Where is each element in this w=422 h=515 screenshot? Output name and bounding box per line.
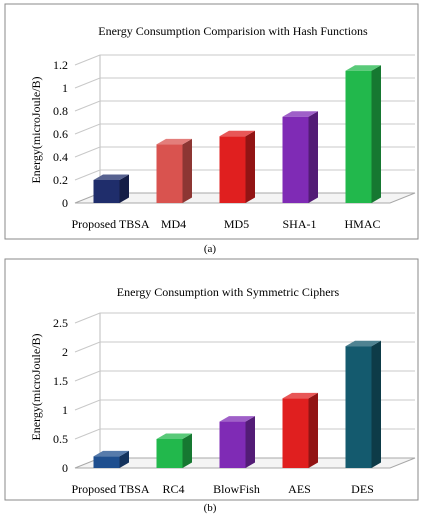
chart-a-title: Energy Consumption Comparision with Hash… xyxy=(98,24,368,38)
chart-a-bar-top xyxy=(345,65,381,71)
chart-b-gridline xyxy=(74,341,415,353)
chart-b-bar-front xyxy=(156,439,183,468)
chart-a-category-label: MD5 xyxy=(224,217,249,231)
chart-b-bar-top xyxy=(219,416,255,422)
chart-b-y-tick-label: 2 xyxy=(62,345,68,359)
chart-a-bar-front xyxy=(156,144,183,203)
chart-a-bar-front xyxy=(282,116,309,203)
chart-b-bar-side xyxy=(182,433,192,468)
chart-b-bar-side xyxy=(119,450,129,468)
chart-b-bar-front xyxy=(219,421,246,468)
chart-a-y-tick-label: 0.6 xyxy=(53,127,68,141)
chart-a-category-label: MD4 xyxy=(161,217,186,231)
chart-a-y-tick-label: 0.4 xyxy=(53,150,68,164)
chart-a-bar-side xyxy=(182,138,192,203)
chart-a-y-tick-label: 0.8 xyxy=(53,104,68,118)
chart-a-bar-front xyxy=(219,136,246,203)
chart-a-bar-top xyxy=(93,174,129,180)
chart-b-y-tick-label: 0 xyxy=(62,461,68,475)
chart-a-gridline xyxy=(74,54,415,66)
chart-b-gridline xyxy=(74,370,415,382)
chart-a-bar xyxy=(282,111,318,203)
chart-b-y-axis-label: Energy(microJoule/B) xyxy=(29,333,43,440)
chart-a-bar-side xyxy=(308,111,318,203)
chart-a-gridline xyxy=(74,77,415,89)
chart-a-category-label: Proposed TBSA xyxy=(71,217,149,231)
chart-a-category-label: SHA-1 xyxy=(282,217,316,231)
chart-a-gridline xyxy=(74,100,415,112)
chart-b-bar-front xyxy=(282,398,309,468)
chart-a-bar-top xyxy=(282,111,318,117)
chart-b-bar-side xyxy=(308,392,318,468)
chart-a-bar-side xyxy=(371,65,381,203)
chart-b-category-label: RC4 xyxy=(162,482,184,496)
chart-b-caption: (b) xyxy=(204,502,217,514)
chart-a-bar xyxy=(345,65,381,203)
chart-b-bar-top xyxy=(345,340,381,347)
chart-a-bar-side xyxy=(245,130,255,203)
chart-a-y-axis-label: Energy(microJoule/B) xyxy=(29,76,43,183)
chart-a-bar-front xyxy=(93,180,120,203)
chart-a-plot-area: 0 0.2 0.4 0.6 0.8 1 1.2 Proposed TBSA MD4 MD5 SHA-… xyxy=(53,54,416,231)
chart-a-caption: (a) xyxy=(204,243,217,255)
chart-b-bar-top xyxy=(156,433,192,439)
chart-b-bar xyxy=(93,450,129,468)
chart-a-bar xyxy=(93,174,129,203)
chart-b-y-tick-label: 2.5 xyxy=(53,316,68,330)
chart-b-bar-side xyxy=(371,340,381,468)
chart-a-y-tick-label: 0.2 xyxy=(53,173,68,187)
chart-b-bar xyxy=(282,392,318,468)
chart-a-bar xyxy=(219,130,255,203)
chart-b-title: Energy Consumption with Symmetric Cipher… xyxy=(117,285,340,299)
chart-b-bar-side xyxy=(245,416,255,468)
chart-hash-functions: Energy Consumption Comparision with Hash… xyxy=(4,3,419,255)
chart-b-bar-top xyxy=(282,392,318,399)
chart-b-y-tick-label: 1 xyxy=(62,403,68,417)
chart-b-gridline xyxy=(74,312,415,324)
chart-b-category-label: DES xyxy=(351,482,374,496)
chart-b-bar-front xyxy=(345,346,372,468)
chart-b-category-label: AES xyxy=(288,482,311,496)
chart-b-category-label: BlowFish xyxy=(213,482,260,496)
chart-b-plot-area: 0 0.5 1 1.5 2 2.5 Proposed TBSA RC4 BlowFish AES D… xyxy=(53,312,416,496)
chart-a-bar-side xyxy=(119,174,129,203)
chart-b-bar xyxy=(345,340,381,468)
chart-a-bar-front xyxy=(345,70,372,203)
chart-b-bar-top xyxy=(93,450,129,457)
chart-a-category-label: HMAC xyxy=(344,217,380,231)
chart-a-bar xyxy=(156,138,192,203)
chart-a-bar-top xyxy=(219,130,255,137)
chart-b-bar xyxy=(156,433,192,468)
chart-b-y-tick-label: 0.5 xyxy=(53,432,68,446)
chart-b-bar-front xyxy=(93,456,120,468)
chart-b-y-tick-label: 1.5 xyxy=(53,374,68,388)
chart-a-y-tick-label: 1.2 xyxy=(53,58,68,72)
chart-b-category-label: Proposed TBSA xyxy=(71,482,149,496)
chart-a-bar-top xyxy=(156,138,192,145)
chart-a-y-tick-label: 1 xyxy=(62,81,68,95)
chart-a-y-tick-label: 0 xyxy=(62,196,68,210)
chart-b-bar xyxy=(219,416,255,468)
chart-symmetric-ciphers: Energy Consumption with Symmetric Cipher… xyxy=(4,258,419,514)
